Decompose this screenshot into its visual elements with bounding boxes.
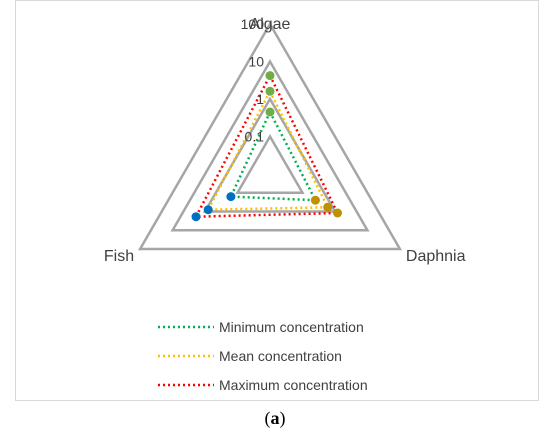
tick-label: 10 bbox=[248, 54, 264, 70]
data-point-1-daphnia bbox=[310, 195, 320, 205]
data-point-1-fish bbox=[226, 192, 236, 202]
figure-caption: (a) bbox=[0, 408, 550, 429]
legend-label-3: Maximum concentration bbox=[219, 377, 368, 393]
data-point-2-algae bbox=[265, 86, 275, 96]
tick-label: 100 bbox=[241, 16, 265, 32]
legend: Minimum concentration Mean concentration M… bbox=[158, 319, 368, 393]
legend-label-1: Minimum concentration bbox=[219, 319, 364, 335]
axis-label-daphnia: Daphnia bbox=[406, 248, 466, 265]
series-line-3 bbox=[193, 72, 340, 219]
data-point-1-algae bbox=[265, 107, 275, 117]
caption-label: a bbox=[270, 408, 280, 428]
tick-label: 0.1 bbox=[245, 129, 265, 145]
data-point-2-fish bbox=[203, 205, 213, 215]
series-line-2 bbox=[206, 88, 330, 211]
axis-label-fish: Fish bbox=[104, 248, 134, 265]
gridline-1 bbox=[235, 133, 305, 195]
data-point-2-daphnia bbox=[323, 202, 333, 212]
series-line-1 bbox=[228, 109, 318, 202]
data-point-3-fish bbox=[191, 212, 201, 222]
data-point-3-algae bbox=[265, 71, 275, 81]
marker-layer bbox=[191, 71, 342, 222]
series-layer bbox=[193, 72, 340, 219]
gridline-4 bbox=[137, 21, 403, 251]
chart-frame: 0.1 1 10 100 Algae Daphnia Fish Minimum concen… bbox=[15, 0, 539, 401]
caption-close: ) bbox=[279, 408, 286, 428]
gridline-3 bbox=[170, 58, 370, 232]
tick-label: 1 bbox=[256, 91, 264, 107]
caption-open: ( bbox=[264, 408, 271, 428]
axis-label-algae: Algae bbox=[250, 16, 291, 33]
legend-label-2: Mean concentration bbox=[219, 348, 342, 364]
data-point-3-daphnia bbox=[333, 208, 342, 218]
